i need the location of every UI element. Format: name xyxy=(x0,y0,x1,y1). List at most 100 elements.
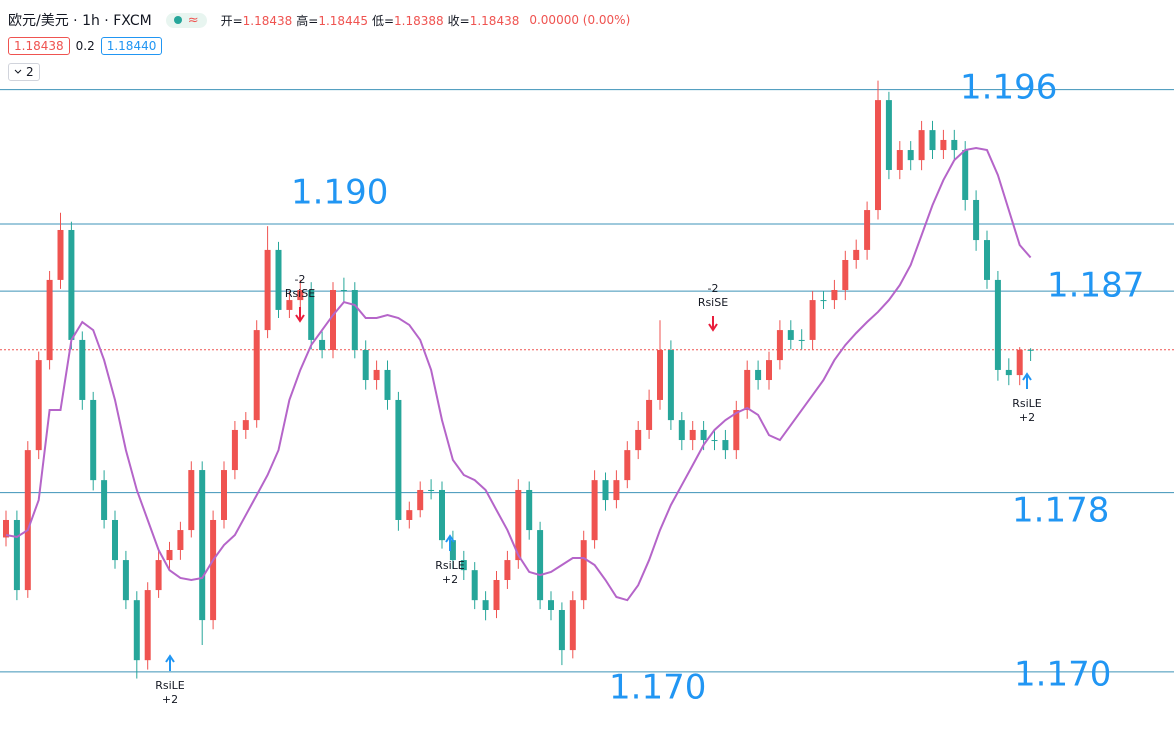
candle-body xyxy=(766,360,772,381)
collapse-button[interactable]: 2 xyxy=(8,63,40,81)
candle-body xyxy=(101,480,108,520)
change: 0.00000 (0.00%) xyxy=(529,13,631,27)
signal-name: RsiLE xyxy=(155,679,185,692)
candle-body xyxy=(689,429,696,441)
candle-body xyxy=(787,330,794,340)
candle-body xyxy=(319,339,326,351)
candle-body xyxy=(155,560,162,591)
signal-qty: +2 xyxy=(442,573,458,586)
candle-body xyxy=(264,249,271,331)
candle-body xyxy=(449,540,456,561)
candle-body xyxy=(569,600,576,651)
candle-body xyxy=(537,530,544,601)
candle-body xyxy=(864,210,871,250)
level-label: 1.196 xyxy=(960,68,1057,108)
ohlc-label: 低= xyxy=(371,13,395,28)
candle-body xyxy=(439,489,445,541)
candle-body xyxy=(1005,369,1012,376)
candle-body xyxy=(962,150,969,200)
candle-body xyxy=(711,440,718,442)
candle-body xyxy=(46,279,53,361)
candle-body xyxy=(984,240,990,280)
ohlc-value: 1.18445 xyxy=(318,13,368,28)
candle-body xyxy=(122,560,129,601)
candle-body xyxy=(177,530,184,550)
collapse-count: 2 xyxy=(26,65,34,79)
signal-arrow xyxy=(1022,372,1032,389)
candle-body xyxy=(580,540,587,601)
signal-name: RsiSE xyxy=(285,287,315,300)
candle-body xyxy=(918,130,925,161)
candle-body xyxy=(853,249,860,260)
signal-qty: +2 xyxy=(162,693,178,706)
candle-body xyxy=(351,290,358,351)
candle-body xyxy=(482,600,489,611)
candle-body xyxy=(24,450,31,591)
ohlc-value: 1.18438 xyxy=(242,13,293,28)
signal-arrow xyxy=(295,307,305,323)
candle-body xyxy=(667,350,674,421)
candle-body xyxy=(210,519,217,621)
candle-body xyxy=(657,350,663,400)
signal-qty: +2 xyxy=(1019,411,1035,424)
signal-name: RsiLE xyxy=(435,559,465,572)
candle-body xyxy=(253,330,260,421)
candle-body xyxy=(362,350,369,381)
level-label: 1.170 xyxy=(609,668,706,708)
status-badge[interactable]: ≈ xyxy=(165,12,207,28)
candle-body xyxy=(406,510,413,520)
candle-body xyxy=(929,130,936,151)
candle-body xyxy=(297,290,304,301)
symbol: 欧元/美元 · 1h · FXCM xyxy=(8,13,152,29)
candle-body xyxy=(733,410,740,451)
level-label: 1.190 xyxy=(291,173,388,213)
candle-body xyxy=(940,139,947,151)
candle-body xyxy=(951,139,958,151)
signal-arrow xyxy=(445,534,455,551)
collapse-row: 2 xyxy=(8,62,630,82)
candle-body xyxy=(13,519,20,591)
candle-body xyxy=(275,249,282,310)
candle-body xyxy=(384,369,391,400)
candle-body xyxy=(68,229,75,340)
candle-body xyxy=(428,489,435,491)
header: 欧元/美元 · 1h · FXCM ≈ 开=1.18438 高=1.18445 低=… xyxy=(8,10,630,88)
spread: 0.2 xyxy=(75,39,95,53)
candle-body xyxy=(133,600,140,661)
header-row: 欧元/美元 · 1h · FXCM ≈ 开=1.18438 高=1.18445 低=… xyxy=(8,10,630,30)
candle-body xyxy=(907,150,914,161)
candle-body xyxy=(602,480,609,501)
candle-body xyxy=(744,369,751,411)
candle-body xyxy=(166,549,173,561)
candle-body xyxy=(373,369,380,381)
ohlc: 开=1.18438 高=1.18445 低=1.18388 收=1.18438 xyxy=(221,12,524,29)
candle-body xyxy=(504,560,511,581)
candle-body xyxy=(591,480,598,541)
candle-body xyxy=(242,420,249,430)
signal-qty: -2 xyxy=(708,282,719,295)
candle-body xyxy=(678,420,685,441)
candle-body xyxy=(330,290,336,351)
candle-body xyxy=(994,279,1001,370)
ask[interactable]: 1.18440 xyxy=(100,37,163,55)
candle-body xyxy=(548,600,554,611)
candle-body xyxy=(144,590,151,661)
candle-body xyxy=(831,290,838,301)
candle-body xyxy=(1027,349,1034,351)
candle-body xyxy=(755,369,762,381)
level-label: 1.187 xyxy=(1047,266,1144,306)
candle-body xyxy=(340,290,347,292)
price-row: 1.18438 0.2 1.18440 xyxy=(8,36,630,56)
candle-body xyxy=(526,489,533,531)
level-label: 1.178 xyxy=(1012,491,1109,531)
candle-body xyxy=(798,339,805,341)
ohlc-label: 高= xyxy=(296,13,319,28)
candle-body xyxy=(395,399,402,520)
candle-body xyxy=(188,470,195,531)
candle-body xyxy=(820,300,827,302)
candle-body xyxy=(1016,349,1023,376)
candle-body xyxy=(417,489,424,511)
bid[interactable]: 1.18438 xyxy=(8,37,70,55)
candle-body xyxy=(613,480,620,501)
